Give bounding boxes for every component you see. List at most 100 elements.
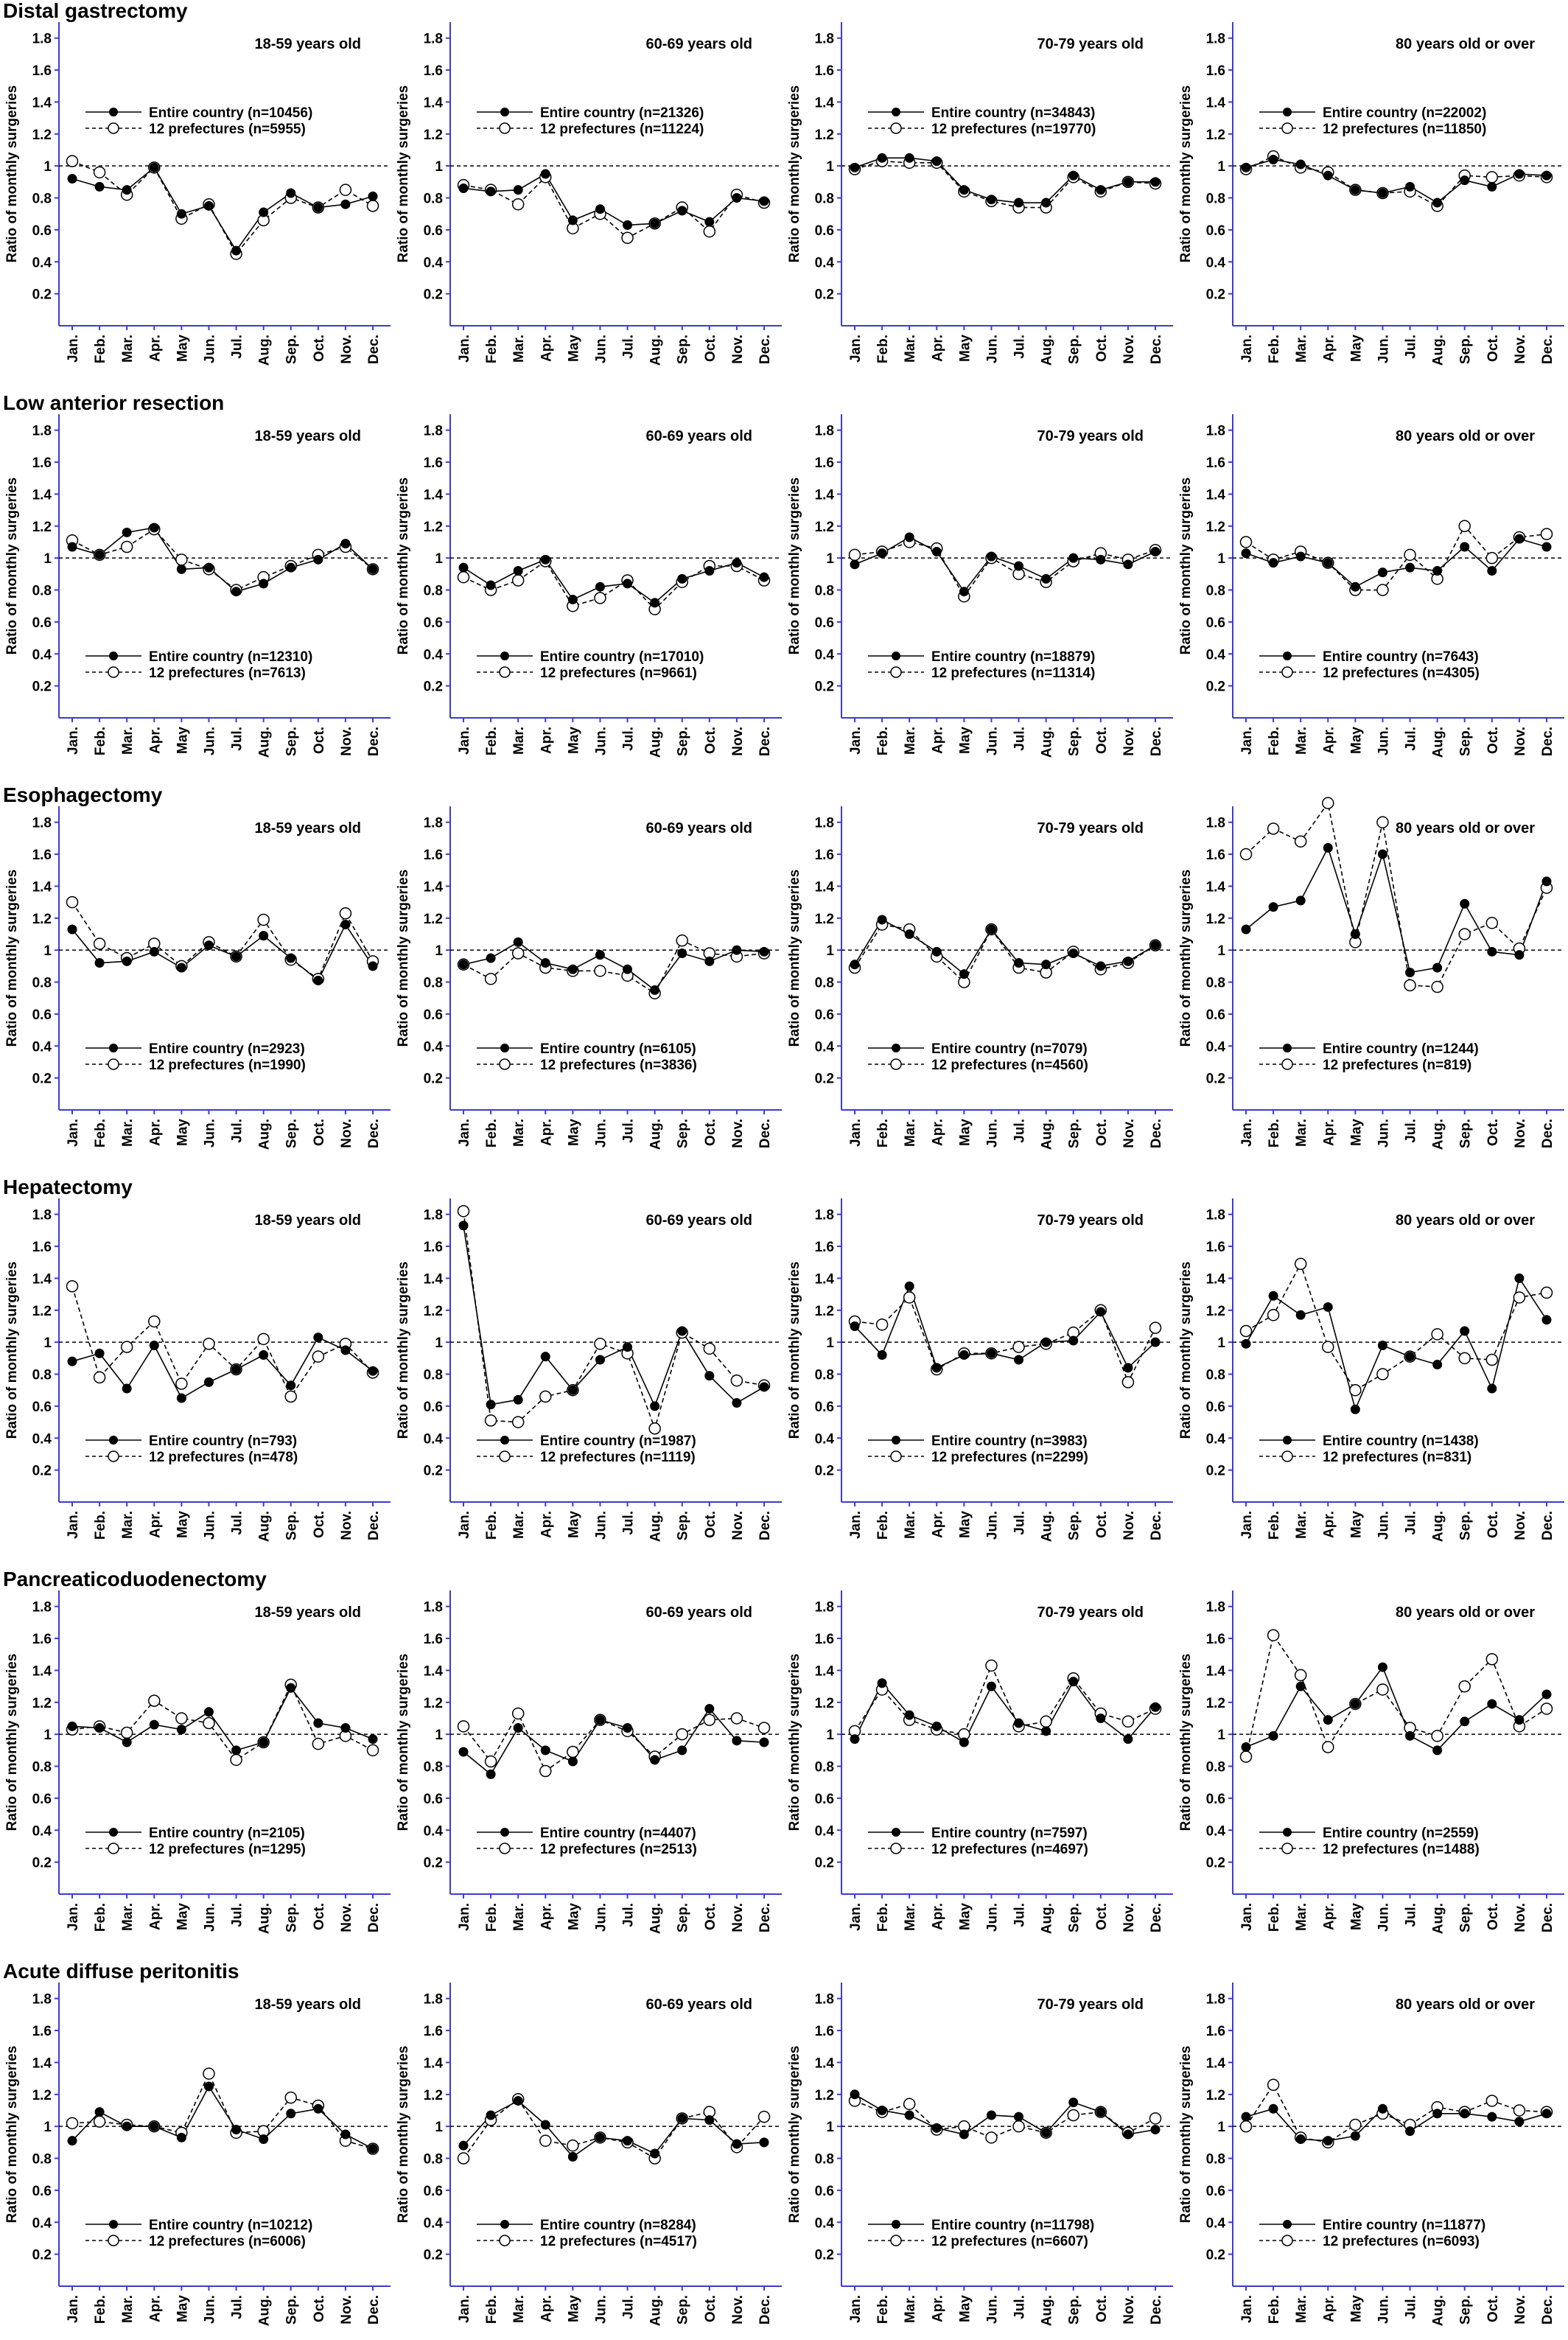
x-tick-label: Jun.	[1376, 727, 1391, 755]
x-tick-label: Aug.	[1431, 727, 1446, 758]
point-12-prefectures	[175, 1377, 188, 1390]
y-axis-label: Ratio of monthly surgeries	[787, 1262, 802, 1439]
legend-marker-entire-country	[109, 1044, 118, 1052]
legend-label-12-prefectures: 12 prefectures (n=5955)	[149, 122, 306, 137]
point-entire-country	[1096, 1713, 1106, 1723]
point-entire-country	[486, 580, 496, 590]
legend-marker-12-prefectures	[108, 1450, 119, 1462]
y-tick-label: 0.6	[1206, 1400, 1225, 1415]
legend-label-12-prefectures: 12 prefectures (n=19770)	[931, 122, 1096, 137]
point-entire-country	[1541, 2109, 1552, 2119]
point-12-prefectures	[1294, 1257, 1307, 1271]
point-12-prefectures	[1121, 1376, 1135, 1389]
point-entire-country	[931, 1721, 942, 1731]
point-12-prefectures	[203, 2067, 215, 2080]
point-entire-country	[1377, 188, 1387, 198]
point-12-prefectures	[1239, 1750, 1253, 1763]
legend-label-12-prefectures: 12 prefectures (n=6006)	[149, 2234, 306, 2249]
x-tick-label: Aug.	[1040, 335, 1055, 366]
x-tick-label: Jun.	[984, 335, 1000, 363]
x-tick-label: Mar.	[1294, 2295, 1309, 2323]
y-tick-label: 1.4	[815, 879, 835, 895]
legend-marker-12-prefectures	[890, 1843, 902, 1854]
x-tick-label: Apr.	[930, 1903, 945, 1930]
point-entire-country	[1350, 185, 1360, 195]
y-tick-label: 1	[826, 1335, 834, 1351]
x-tick-label: Sep.	[676, 1903, 691, 1932]
x-tick-label: Feb.	[875, 335, 891, 363]
y-tick-label: 0.6	[1206, 615, 1225, 631]
point-12-prefectures	[1485, 1652, 1499, 1666]
series-line-entire-country	[1245, 1666, 1547, 1751]
point-12-prefectures	[257, 1333, 270, 1346]
y-axis-label: Ratio of monthly surgeries	[1178, 478, 1194, 655]
x-tick-label: Nov.	[730, 2295, 746, 2325]
point-12-prefectures	[1322, 1341, 1334, 1353]
y-tick-label: 0.2	[815, 1856, 834, 1871]
row-title: Distal gastrectomy	[3, 0, 188, 22]
chart-panel: 0.2 0.4 0.6 0.8 1 1.2 1.4 1.6 1.8 Ratio of monthl…	[1178, 1590, 1564, 1934]
x-tick-label: Mar.	[120, 2295, 136, 2323]
x-tick-label: Jul.	[621, 1119, 637, 1143]
point-12-prefectures	[66, 155, 79, 167]
legend-label-12-prefectures: 12 prefectures (n=6093)	[1323, 2234, 1480, 2249]
point-entire-country	[1323, 558, 1333, 568]
x-tick-label: Apr.	[1321, 727, 1337, 754]
point-entire-country	[259, 1737, 269, 1747]
x-tick-label: May	[1348, 1511, 1364, 1538]
y-tick-label: 0.6	[815, 223, 834, 239]
point-entire-country	[1241, 1338, 1251, 1349]
legend-marker-entire-country	[500, 108, 509, 116]
y-tick-label: 1	[43, 943, 52, 959]
point-entire-country	[1295, 1310, 1306, 1320]
y-tick-label: 1.6	[424, 1632, 443, 1647]
x-tick-label: Feb.	[1267, 335, 1282, 363]
point-12-prefectures	[93, 2115, 106, 2128]
x-tick-label: Aug.	[648, 727, 664, 758]
point-entire-country	[1295, 2134, 1306, 2145]
point-entire-country	[904, 1281, 914, 1291]
x-tick-label: Apr.	[930, 727, 945, 754]
point-entire-country	[1514, 534, 1525, 544]
point-entire-country	[1041, 1337, 1051, 1347]
y-tick-label: 1	[43, 551, 52, 567]
point-entire-country	[458, 2140, 469, 2151]
x-tick-label: Jan.	[848, 335, 864, 363]
y-tick-label: 0.2	[815, 680, 834, 695]
point-entire-country	[286, 1380, 296, 1391]
x-tick-label: Jul.	[1012, 727, 1028, 751]
legend-marker-entire-country	[892, 1436, 900, 1445]
x-tick-label: May	[566, 1903, 581, 1930]
legend-marker-12-prefectures	[499, 122, 511, 134]
x-tick-label: Jan.	[66, 335, 81, 363]
point-12-prefectures	[875, 1319, 889, 1331]
legend-marker-entire-country	[1283, 1828, 1292, 1837]
x-tick-label: Feb.	[484, 1511, 500, 1540]
chart-panel: 0.2 0.4 0.6 0.8 1 1.2 1.4 1.6 1.8 Ratio of monthl…	[4, 1983, 391, 2326]
x-tick-label: Feb.	[93, 335, 108, 363]
y-tick-label: 0.8	[1206, 1368, 1225, 1383]
legend-label-entire-country: Entire country (n=2559)	[1323, 1826, 1479, 1841]
point-entire-country	[759, 1737, 769, 1747]
point-entire-country	[203, 940, 214, 951]
x-tick-label: Jul.	[1012, 1511, 1028, 1535]
series-line-entire-country	[71, 2085, 374, 2150]
x-tick-label: Oct.	[1094, 1119, 1110, 1146]
x-tick-label: Jan.	[848, 727, 864, 755]
legend-label-entire-country: Entire country (n=4407)	[540, 1826, 696, 1841]
point-entire-country	[513, 1722, 523, 1733]
y-tick-label: 0.2	[32, 1072, 52, 1087]
x-tick-label: Sep.	[1458, 1511, 1474, 1540]
point-entire-country	[1014, 1718, 1024, 1728]
x-tick-label: May	[566, 335, 581, 362]
point-12-prefectures	[1294, 835, 1307, 848]
point-entire-country	[567, 595, 578, 605]
chart-panel: 0.2 0.4 0.6 0.8 1 1.2 1.4 1.6 1.8 Ratio of monthl…	[787, 1198, 1173, 1542]
x-tick-label: Jun.	[1376, 335, 1391, 363]
legend-marker-12-prefectures	[499, 1450, 511, 1462]
point-entire-country	[904, 532, 914, 542]
chart-panel: 0.2 0.4 0.6 0.8 1 1.2 1.4 1.6 1.8 Ratio of monthl…	[396, 806, 782, 1150]
point-entire-country	[623, 2136, 633, 2146]
y-tick-label: 0.2	[32, 287, 52, 303]
legend-marker-entire-country	[892, 1828, 900, 1837]
